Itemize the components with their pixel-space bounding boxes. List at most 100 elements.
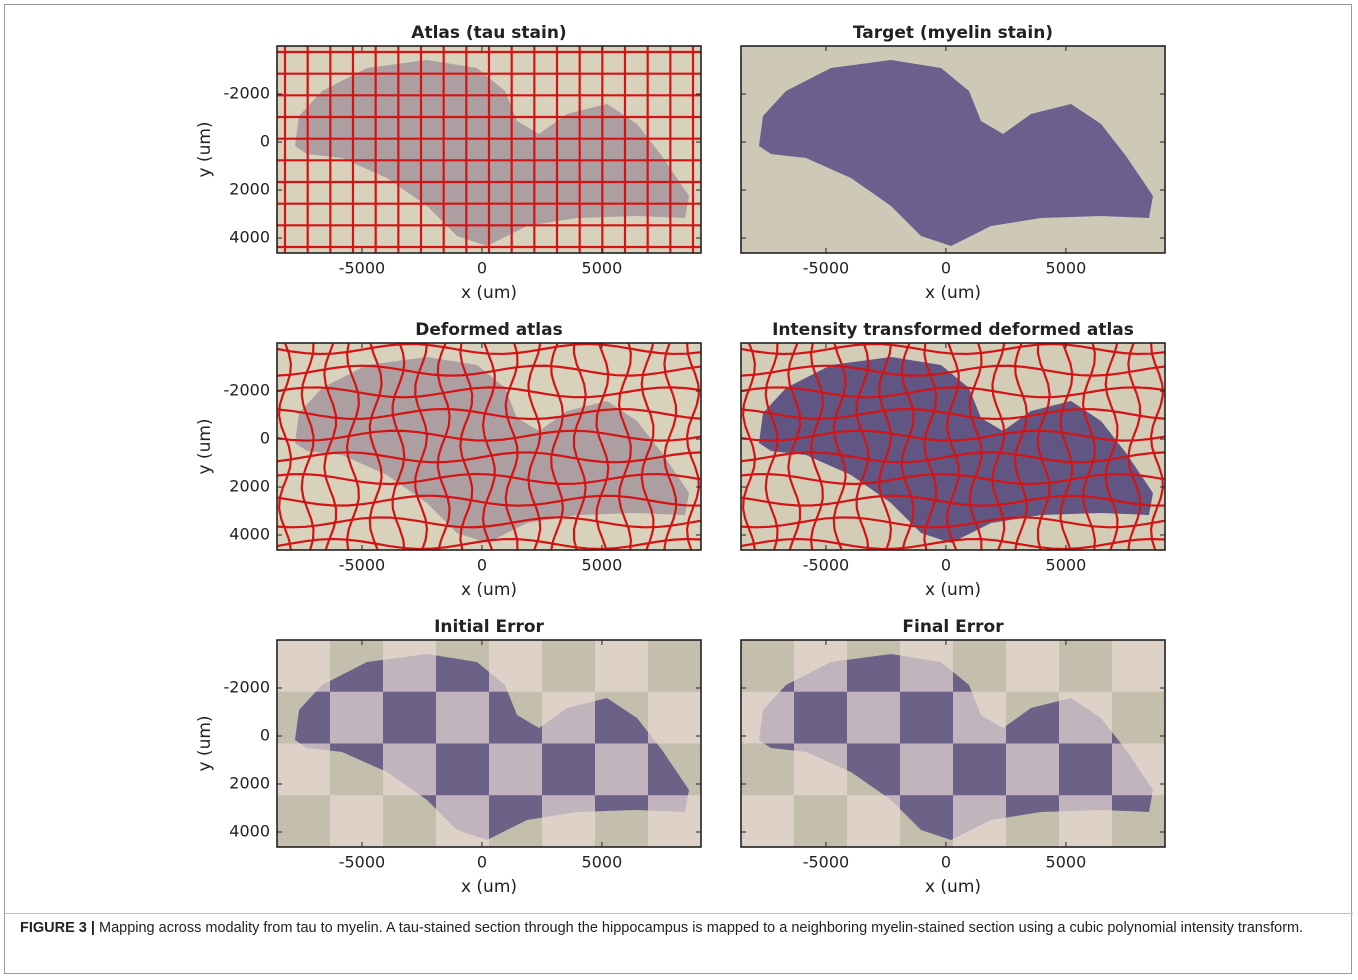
image — [741, 46, 1165, 253]
checker-cell — [900, 640, 953, 692]
checker-cell — [489, 692, 542, 744]
x-axis-label: x (um) — [925, 580, 981, 600]
checker-cell — [1059, 744, 1112, 796]
x-tick-label: 0 — [941, 556, 951, 575]
checker-cell — [330, 640, 383, 692]
image — [741, 343, 1165, 550]
checker-cell — [383, 795, 436, 847]
checker-cell — [383, 744, 436, 796]
x-axis-label: x (um) — [925, 877, 981, 897]
checker-cell — [847, 640, 900, 692]
x-tick-label: -5000 — [803, 556, 850, 575]
x-axis-label: x (um) — [461, 580, 517, 600]
x-tick-label: 0 — [941, 259, 951, 278]
x-tick-label: 5000 — [1046, 556, 1087, 575]
y-tick-label: 0 — [260, 132, 270, 151]
x-tick-label: -5000 — [339, 259, 386, 278]
checker-cell — [277, 640, 330, 692]
checker-cell — [383, 640, 436, 692]
checker-cell — [794, 744, 847, 796]
checker-cell — [648, 692, 701, 744]
panel-title: Deformed atlas — [415, 320, 562, 340]
x-tick-label: 0 — [477, 853, 487, 872]
checker-cell — [1059, 640, 1112, 692]
x-tick-label: 0 — [477, 556, 487, 575]
checker-cell — [1059, 795, 1112, 847]
y-tick-label: -2000 — [224, 678, 271, 697]
x-tick-label: 5000 — [582, 853, 623, 872]
y-tick-label: -2000 — [224, 381, 271, 400]
checker-cell — [1006, 795, 1059, 847]
checker-cell — [489, 640, 542, 692]
checker-cell — [542, 744, 595, 796]
x-tick-label: 5000 — [582, 556, 623, 575]
x-axis-label: x (um) — [461, 877, 517, 897]
x-tick-label: 0 — [477, 259, 487, 278]
panel-title: Atlas (tau stain) — [411, 23, 566, 43]
y-axis-label: y (um) — [195, 715, 215, 771]
checker-cell — [741, 692, 794, 744]
checker-cell — [277, 692, 330, 744]
y-axis-label: y (um) — [195, 121, 215, 177]
checker-cell — [542, 640, 595, 692]
checker-cell — [1006, 692, 1059, 744]
checker-cell — [847, 795, 900, 847]
checker-cell — [1006, 744, 1059, 796]
image — [277, 46, 701, 253]
x-tick-label: 0 — [941, 853, 951, 872]
checker-cell — [595, 640, 648, 692]
checker-cell — [847, 744, 900, 796]
checker-cell — [277, 795, 330, 847]
y-tick-label: 2000 — [229, 477, 270, 496]
checker-cell — [383, 692, 436, 744]
image — [277, 640, 701, 847]
checker-cell — [953, 692, 1006, 744]
y-axis-label: y (um) — [195, 418, 215, 474]
checker-cell — [794, 692, 847, 744]
checker-cell — [953, 744, 1006, 796]
checker-cell — [436, 640, 489, 692]
checker-cell — [330, 692, 383, 744]
figure: Atlas (tau stain) -5000 0 5000 -2000 0 2000 400… — [0, 0, 1358, 912]
y-tick-label: 4000 — [229, 525, 270, 544]
checker-cell — [741, 795, 794, 847]
x-axis-label: x (um) — [461, 283, 517, 303]
checker-cell — [489, 744, 542, 796]
x-tick-label: 5000 — [1046, 259, 1087, 278]
checker-cell — [794, 795, 847, 847]
checker-cell — [542, 692, 595, 744]
y-tick-label: -2000 — [224, 84, 271, 103]
y-tick-label: 0 — [260, 429, 270, 448]
y-tick-label: 4000 — [229, 228, 270, 247]
page: Atlas (tau stain) -5000 0 5000 -2000 0 2000 400… — [0, 0, 1358, 980]
checker-cell — [648, 640, 701, 692]
x-tick-label: 5000 — [1046, 853, 1087, 872]
checker-cell — [542, 795, 595, 847]
checker-cell — [277, 744, 330, 796]
checker-cell — [1112, 744, 1165, 796]
checker-cell — [648, 795, 701, 847]
x-tick-label: -5000 — [803, 259, 850, 278]
y-tick-label: 2000 — [229, 774, 270, 793]
panel-title: Intensity transformed deformed atlas — [772, 320, 1134, 340]
checker-cell — [794, 640, 847, 692]
checker-cell — [436, 744, 489, 796]
checker-cell — [595, 744, 648, 796]
checker-cell — [847, 692, 900, 744]
panel-title: Initial Error — [434, 617, 544, 637]
x-tick-label: 5000 — [582, 259, 623, 278]
checker-cell — [953, 640, 1006, 692]
y-tick-label: 0 — [260, 726, 270, 745]
x-axis-label: x (um) — [925, 283, 981, 303]
x-tick-label: -5000 — [339, 556, 386, 575]
image — [741, 640, 1165, 847]
panel-title: Final Error — [902, 617, 1004, 637]
checker-cell — [1059, 692, 1112, 744]
checker-cell — [648, 744, 701, 796]
checker-cell — [330, 744, 383, 796]
caption-rule — [5, 913, 1353, 914]
checker-cell — [436, 692, 489, 744]
checker-cell — [1112, 692, 1165, 744]
checker-cell — [595, 795, 648, 847]
checker-cell — [595, 692, 648, 744]
